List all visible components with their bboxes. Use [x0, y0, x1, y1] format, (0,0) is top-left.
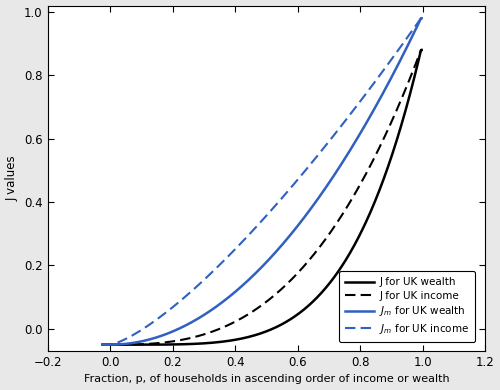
J$_m$ for UK wealth [293, 225, 299, 230]
J for UK wealth [119, 342, 125, 347]
J$_m$ for UK wealth [418, 16, 424, 21]
J for UK wealth [418, 48, 424, 52]
J$_m$ for UK wealth [119, 342, 125, 347]
J for UK income [293, 272, 299, 277]
Line: J$_m$ for UK wealth: J$_m$ for UK wealth [102, 18, 422, 345]
J$_m$ for UK income [342, 119, 347, 124]
J for UK wealth [418, 48, 424, 52]
J$_m$ for UK income [100, 342, 105, 347]
J$_m$ for UK wealth [100, 342, 105, 347]
J for UK income [100, 342, 105, 347]
Line: J for UK wealth: J for UK wealth [102, 50, 422, 345]
J for UK wealth [284, 319, 290, 323]
J for UK wealth [302, 306, 308, 310]
J for UK income [342, 209, 347, 213]
J$_m$ for UK income [293, 179, 299, 184]
Line: J for UK income: J for UK income [102, 50, 422, 345]
J$_m$ for UK income [119, 339, 125, 343]
J$_m$ for UK income [418, 16, 424, 21]
J for UK income [418, 48, 424, 52]
Y-axis label: J values: J values [6, 156, 18, 201]
J for UK wealth [293, 313, 299, 318]
X-axis label: Fraction, p, of households in ascending order of income or wealth: Fraction, p, of households in ascending … [84, 374, 449, 385]
J for UK wealth [374, 193, 380, 198]
J for UK income [374, 149, 380, 154]
J for UK income [302, 262, 308, 266]
J$_m$ for UK wealth [374, 101, 380, 106]
J$_m$ for UK wealth [302, 213, 308, 218]
J$_m$ for UK income [284, 189, 290, 194]
J$_m$ for UK wealth [418, 16, 424, 21]
J for UK wealth [342, 260, 347, 264]
Line: J$_m$ for UK income: J$_m$ for UK income [102, 18, 422, 345]
J$_m$ for UK wealth [284, 236, 290, 241]
J for UK income [284, 281, 290, 285]
J$_m$ for UK wealth [342, 157, 347, 161]
J$_m$ for UK income [302, 168, 308, 172]
J for UK income [418, 48, 424, 52]
J for UK income [119, 342, 125, 347]
J$_m$ for UK income [418, 16, 424, 21]
Legend: J for UK wealth, J for UK income, $J_m$ for UK wealth, $J_m$ for UK income: J for UK wealth, J for UK income, $J_m$ … [338, 271, 475, 342]
J$_m$ for UK income [374, 76, 380, 81]
J for UK wealth [100, 342, 105, 347]
